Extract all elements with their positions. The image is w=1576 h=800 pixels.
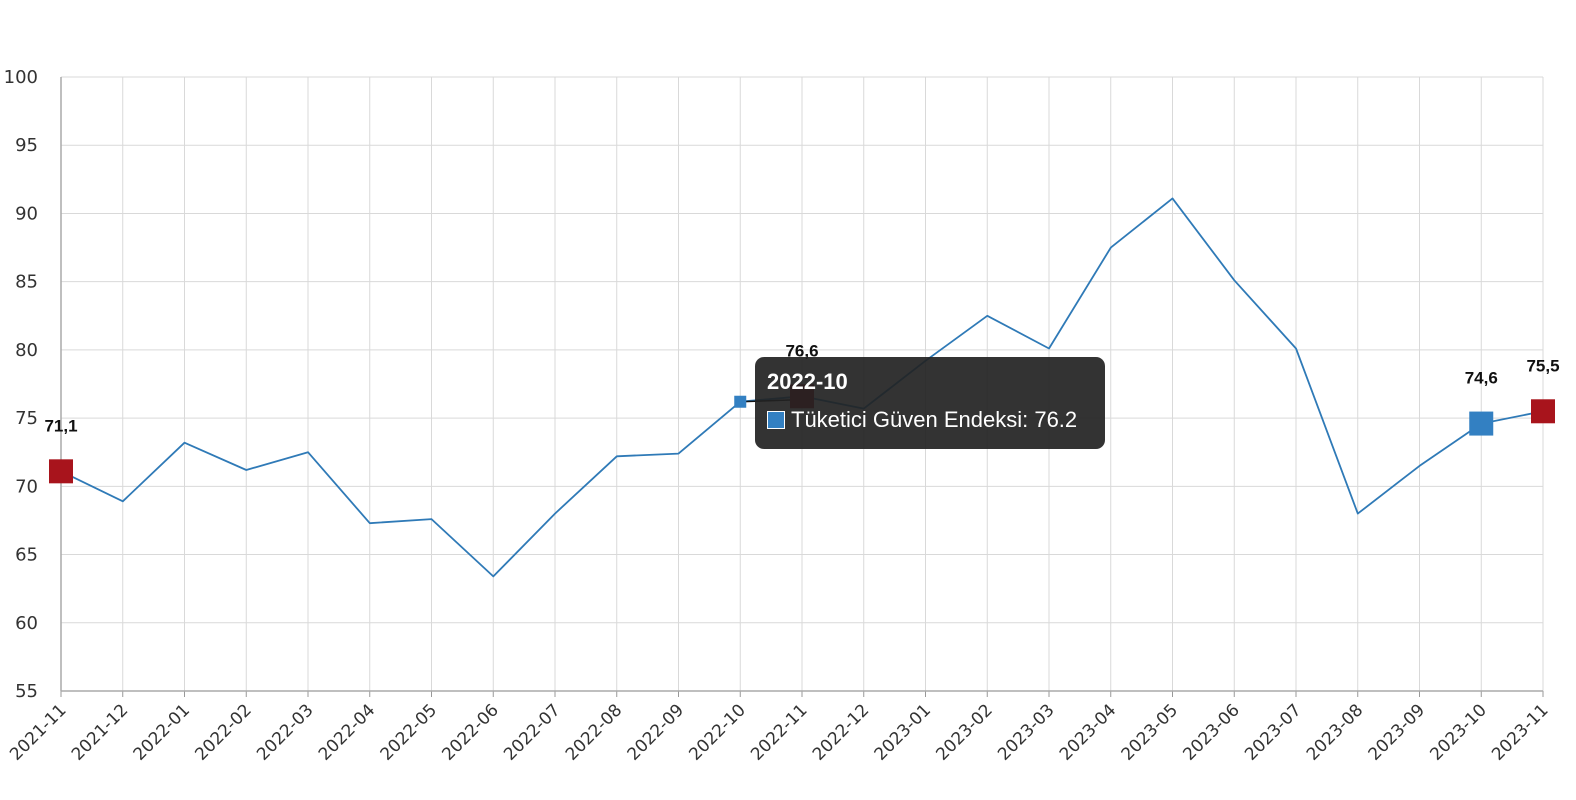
- tooltip-title: 2022-10: [767, 369, 848, 394]
- y-tick-label-65: 65: [15, 545, 38, 566]
- data-label-2021-11: 71,1: [44, 416, 77, 435]
- x-tick-label-2022-10: 2022-10: [685, 700, 749, 764]
- x-tick-label-2023-08: 2023-08: [1303, 700, 1367, 764]
- x-tick-label-2023-10: 2023-10: [1426, 700, 1490, 764]
- x-tick-label-2023-03: 2023-03: [994, 700, 1058, 764]
- x-tick-label-2023-06: 2023-06: [1179, 700, 1243, 764]
- tooltip-series-swatch: [767, 411, 785, 429]
- tooltip-body: Tüketici Güven Endeksi: 76.2: [767, 407, 1093, 433]
- x-tick-label-2023-01: 2023-01: [871, 700, 935, 764]
- x-tick-label-2022-07: 2022-07: [500, 700, 564, 764]
- tooltip: 2022-10 Tüketici Güven Endeksi: 76.2: [755, 357, 1105, 449]
- data-labels: 71,1 76,6 74,6 75,5: [44, 341, 1559, 435]
- data-marker-2021-11: [49, 459, 73, 484]
- y-tick-label-55: 55: [15, 681, 38, 702]
- y-tick-label-60: 60: [15, 613, 38, 634]
- y-tick-label-90: 90: [15, 203, 38, 224]
- x-tick-label-2021-12: 2021-12: [68, 700, 132, 764]
- x-tick-label-2023-11: 2023-11: [1488, 700, 1552, 764]
- x-tick-label-2022-05: 2022-05: [377, 700, 441, 764]
- highlight-point-marker: [734, 395, 747, 408]
- data-marker-2023-11: [1531, 399, 1555, 424]
- x-tick-label-2023-09: 2023-09: [1365, 700, 1429, 764]
- data-marker-2023-10: [1469, 411, 1494, 436]
- x-tick-label-2022-04: 2022-04: [315, 700, 379, 764]
- x-tick-label-2022-02: 2022-02: [191, 700, 255, 764]
- y-tick-label-75: 75: [15, 408, 38, 429]
- x-tick-label-2023-05: 2023-05: [1118, 700, 1182, 764]
- y-tick-label-100: 100: [4, 67, 38, 88]
- x-tick-label-2022-06: 2022-06: [438, 700, 502, 764]
- data-label-2023-10: 74,6: [1465, 369, 1498, 388]
- y-tick-label-85: 85: [15, 272, 38, 293]
- axes: [60, 77, 1543, 692]
- x-tick-label-2023-04: 2023-04: [1056, 700, 1120, 764]
- x-axis-tick-labels: 2021-112021-122022-012022-022022-032022-…: [6, 700, 1552, 764]
- x-tick-label-2022-03: 2022-03: [253, 700, 317, 764]
- tooltip-series-label: Tüketici Güven Endeksi: 76.2: [791, 407, 1078, 432]
- x-tick-label-2022-11: 2022-11: [747, 700, 811, 764]
- x-tick-label-2022-09: 2022-09: [624, 700, 688, 764]
- y-tick-label-95: 95: [15, 135, 38, 156]
- x-tick-label-2022-12: 2022-12: [809, 700, 873, 764]
- y-tick-label-80: 80: [15, 340, 38, 361]
- x-tick-label-2022-01: 2022-01: [130, 700, 194, 764]
- x-tick-label-2023-02: 2023-02: [932, 700, 996, 764]
- x-tick-label-2023-07: 2023-07: [1241, 700, 1305, 764]
- y-tick-label-70: 70: [15, 476, 38, 497]
- grid-lines: [60, 76, 1544, 697]
- data-label-2023-11: 75,5: [1526, 356, 1559, 375]
- x-tick-label-2022-08: 2022-08: [562, 700, 626, 764]
- y-axis-tick-labels: 55 60 65 70 75 80 85 90 95 100: [4, 67, 38, 702]
- x-tick-label-2021-11: 2021-11: [6, 700, 70, 764]
- data-label-2022-11: 76,6: [785, 341, 818, 360]
